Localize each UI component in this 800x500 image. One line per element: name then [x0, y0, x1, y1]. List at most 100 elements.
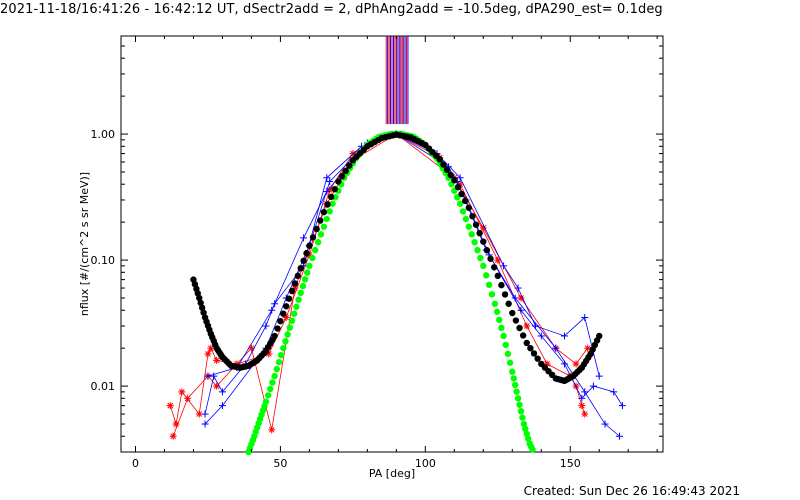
black-fit-point	[465, 204, 473, 211]
series-line	[207, 133, 600, 377]
black-fit-point	[519, 332, 527, 339]
green-fit-point	[522, 425, 529, 433]
plus-marker	[262, 322, 270, 330]
green-fit-point	[482, 272, 490, 279]
star-marker	[213, 356, 221, 364]
green-fit-point	[514, 395, 522, 402]
series-layer	[166, 36, 626, 456]
green-fit-point	[284, 331, 291, 338]
black-fit-point	[277, 317, 284, 325]
green-fit-point	[456, 200, 464, 207]
star-marker	[195, 410, 203, 418]
green-fit-point	[262, 398, 270, 406]
black-fit-point	[331, 185, 338, 193]
plus-marker	[456, 174, 464, 182]
x-axis-label: PA [deg]	[369, 467, 415, 480]
plus-marker	[511, 294, 519, 302]
green-fit-point	[290, 310, 298, 317]
green-fit-point	[288, 317, 296, 324]
green-fit-point	[269, 379, 276, 386]
green-fit-point	[516, 401, 523, 408]
black-fit-point	[327, 193, 335, 201]
black-fit-point	[516, 324, 523, 332]
star-marker	[169, 432, 177, 440]
black-fit-point	[527, 344, 534, 352]
plus-marker	[218, 402, 226, 410]
star-marker	[584, 344, 592, 352]
black-fit-point	[512, 317, 520, 324]
black-fit-point	[447, 171, 454, 179]
green-fit-point	[519, 414, 526, 421]
plus-marker	[323, 174, 331, 182]
star-marker	[581, 410, 589, 418]
green-fit-point	[488, 291, 496, 298]
plus-marker	[531, 322, 539, 330]
plus-marker	[201, 420, 209, 428]
green-fit-point	[301, 276, 309, 283]
star-marker	[178, 388, 186, 396]
star-marker	[172, 420, 180, 428]
green-fit-point	[471, 239, 478, 246]
green-fit-point	[297, 289, 304, 297]
green-fit-point	[504, 350, 512, 358]
black-fit-point	[306, 242, 313, 249]
green-fit-point	[462, 215, 470, 223]
black-fit-point	[534, 355, 541, 362]
plus-marker	[517, 306, 525, 314]
chart-title: 2021-11-18/16:41:26 - 16:42:12 UT, dSect…	[0, 2, 663, 17]
plus-marker	[552, 344, 560, 352]
green-fit-point	[477, 254, 484, 262]
black-fit-point	[313, 225, 320, 233]
plus-marker	[514, 284, 522, 292]
black-fit-point	[472, 221, 480, 228]
black-fit-point	[501, 291, 509, 298]
black-fit-point	[346, 162, 353, 169]
green-fit-point	[311, 246, 319, 254]
black-fit-point	[283, 303, 290, 310]
green-fit-point	[275, 358, 283, 366]
star-marker	[268, 426, 276, 434]
green-fit-point	[506, 359, 514, 366]
black-fit-point	[294, 272, 302, 280]
green-fit-point	[511, 381, 519, 389]
created-timestamp: Created: Sun Dec 26 16:49:43 2021	[523, 484, 740, 498]
green-fit-point	[286, 324, 294, 331]
x-tick-label: 150	[560, 457, 581, 470]
green-fit-point	[517, 407, 525, 415]
star-marker	[184, 394, 192, 402]
black-fit-point	[324, 201, 331, 208]
green-fit-point	[317, 231, 325, 238]
black-fit-point	[197, 299, 204, 307]
black-fit-point	[335, 178, 342, 185]
plus-marker	[616, 432, 624, 440]
black-fit-point	[480, 238, 487, 245]
plus-marker	[595, 372, 603, 380]
green-fit-point	[309, 254, 316, 262]
star-marker	[204, 350, 212, 358]
green-fit-point	[523, 430, 530, 438]
series-line	[169, 133, 586, 425]
plus-marker	[300, 234, 308, 242]
green-fit-point	[474, 246, 481, 254]
plus-marker	[589, 382, 597, 390]
black-fit-point	[509, 309, 516, 317]
green-fit-point	[277, 351, 285, 359]
green-fit-point	[320, 223, 328, 230]
x-tick-label: 50	[273, 457, 287, 470]
series-line	[204, 133, 620, 437]
black-fit-point	[483, 247, 491, 254]
black-fit-point	[461, 197, 469, 205]
green-fit-point	[280, 344, 287, 352]
black-fit-point	[309, 234, 317, 241]
plus-marker	[601, 420, 609, 428]
green-fit-point	[496, 316, 503, 324]
black-fit-point	[196, 294, 203, 302]
black-fit-point	[469, 213, 476, 220]
green-fit-point	[525, 435, 532, 442]
green-fit-point	[520, 420, 528, 428]
green-fit-point	[295, 296, 302, 303]
green-fit-point	[329, 200, 336, 207]
green-fit-point	[498, 324, 505, 332]
green-fit-point	[299, 282, 307, 290]
y-axis-label: nflux [#/(cm^2 s sr MeV)]	[78, 172, 91, 316]
